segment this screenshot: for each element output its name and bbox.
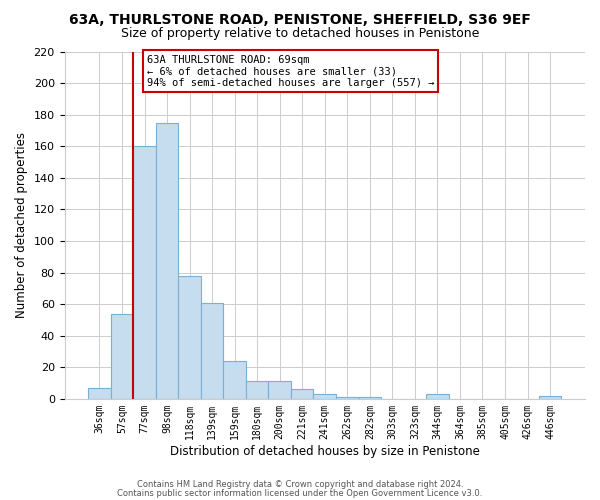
Bar	[133, 146, 156, 399]
Bar	[111, 314, 133, 399]
Bar	[268, 382, 291, 399]
Bar	[246, 382, 268, 399]
Bar	[313, 394, 336, 399]
Text: 63A, THURLSTONE ROAD, PENISTONE, SHEFFIELD, S36 9EF: 63A, THURLSTONE ROAD, PENISTONE, SHEFFIE…	[69, 12, 531, 26]
Bar	[156, 122, 178, 399]
Bar	[201, 302, 223, 399]
Text: Size of property relative to detached houses in Penistone: Size of property relative to detached ho…	[121, 28, 479, 40]
Bar	[336, 398, 359, 399]
Bar	[88, 388, 111, 399]
Bar	[178, 276, 201, 399]
Text: 63A THURLSTONE ROAD: 69sqm
← 6% of detached houses are smaller (33)
94% of semi-: 63A THURLSTONE ROAD: 69sqm ← 6% of detac…	[147, 54, 434, 88]
Text: Contains public sector information licensed under the Open Government Licence v3: Contains public sector information licen…	[118, 488, 482, 498]
Y-axis label: Number of detached properties: Number of detached properties	[15, 132, 28, 318]
Bar	[359, 398, 381, 399]
X-axis label: Distribution of detached houses by size in Penistone: Distribution of detached houses by size …	[170, 444, 480, 458]
Bar	[291, 390, 313, 399]
Bar	[426, 394, 449, 399]
Bar	[223, 361, 246, 399]
Text: Contains HM Land Registry data © Crown copyright and database right 2024.: Contains HM Land Registry data © Crown c…	[137, 480, 463, 489]
Bar	[539, 396, 562, 399]
